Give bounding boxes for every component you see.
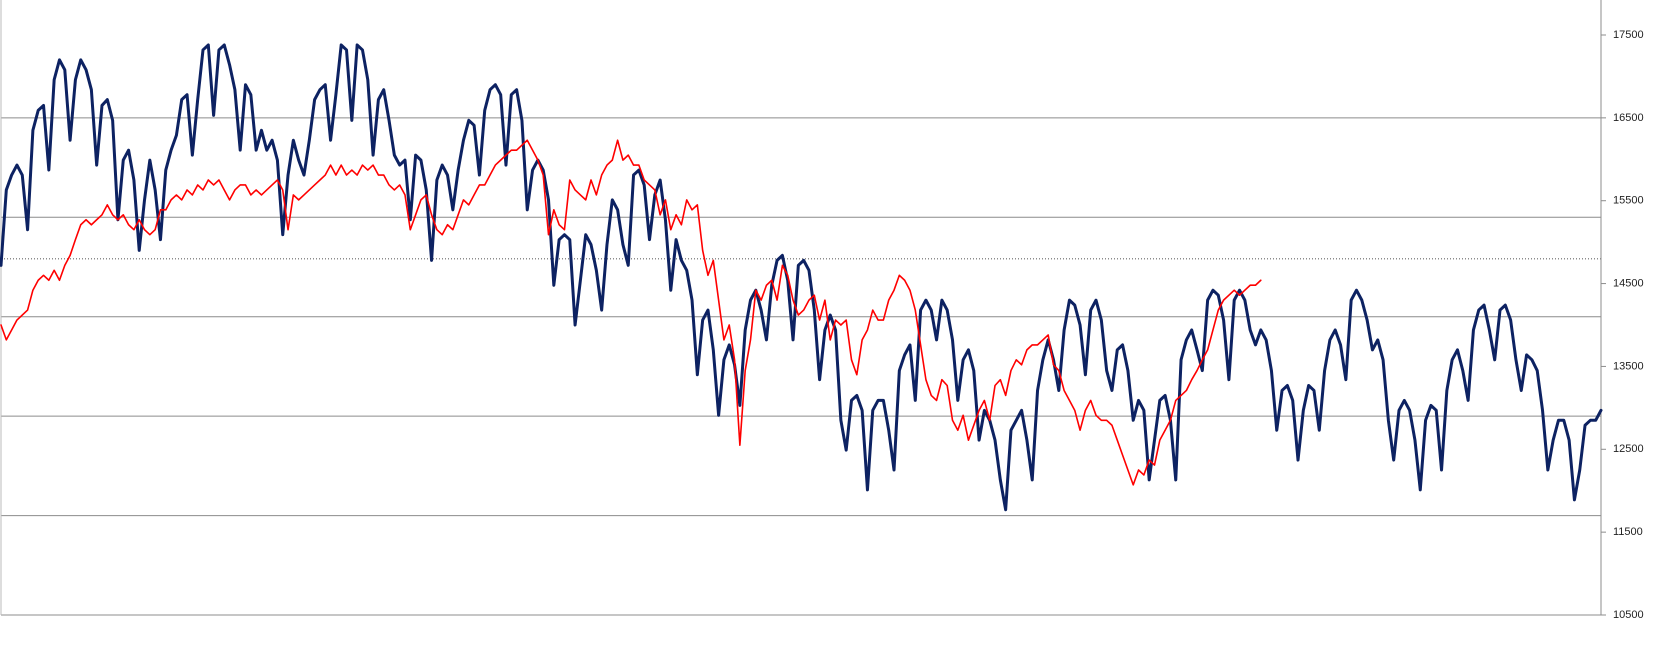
line-series xyxy=(0,43,1603,512)
y-tick-label: 17500 xyxy=(1613,29,1644,41)
y-tick-label: 15500 xyxy=(1613,195,1644,207)
y-tick-label: 12500 xyxy=(1613,443,1644,455)
y-tick-label: 11500 xyxy=(1613,526,1643,538)
y-tick-label: 16500 xyxy=(1613,112,1644,124)
y-tick-label: 14500 xyxy=(1613,277,1644,289)
y-tick-label: 13500 xyxy=(1613,360,1644,372)
y-tick-label: 10500 xyxy=(1613,609,1644,621)
line-series xyxy=(0,139,1262,486)
